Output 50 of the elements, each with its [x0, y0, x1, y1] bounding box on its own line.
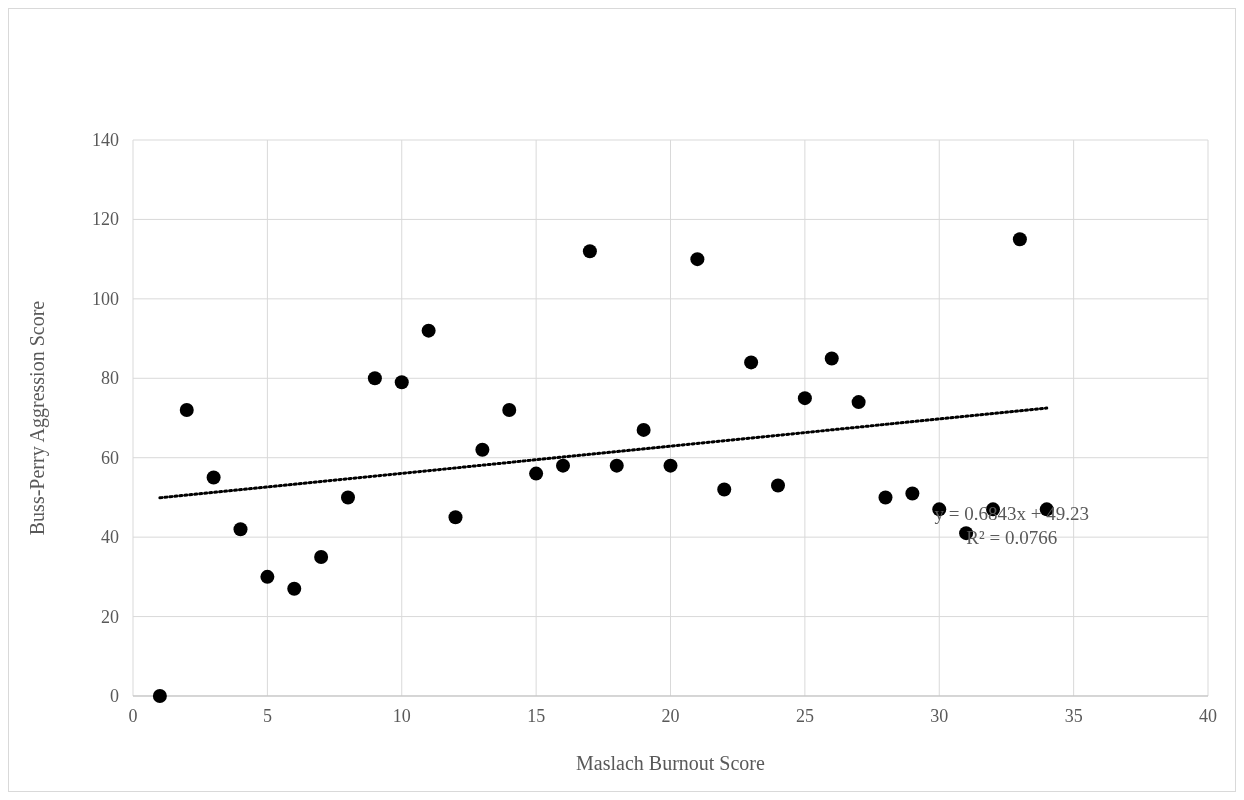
point [717, 482, 732, 497]
point [609, 458, 624, 473]
y-tick-label: 80 [101, 368, 119, 389]
y-tick-label: 120 [92, 209, 119, 230]
x-tick-label: 25 [795, 706, 814, 726]
point [824, 351, 839, 366]
y-tick-label: 40 [101, 527, 119, 548]
point [341, 490, 355, 505]
x-tick-label: 10 [392, 706, 411, 726]
x-tick-label: 20 [661, 706, 680, 726]
point [260, 569, 275, 584]
y-axis-title: Buss-Perry Aggression Score [26, 300, 49, 536]
x-tick-label: 35 [1064, 706, 1083, 726]
y-tick-label: 100 [92, 288, 119, 309]
x-tick-label: 30 [930, 706, 949, 726]
x-tick-label: 40 [1199, 706, 1217, 726]
point [314, 550, 329, 564]
point [905, 486, 920, 501]
point [421, 323, 436, 338]
point [744, 355, 759, 370]
y-tick-label: 20 [101, 606, 119, 627]
point [556, 458, 570, 473]
point [529, 466, 544, 481]
annotation: R² = 0.0766 [966, 527, 1058, 549]
y-tick-label: 140 [92, 130, 119, 150]
point [206, 470, 221, 485]
point [663, 458, 678, 473]
x-tick-label: 5 [262, 706, 272, 726]
y-tick-label: 60 [101, 447, 119, 468]
point [287, 581, 302, 596]
point [448, 510, 463, 525]
point [636, 422, 651, 437]
x-tick-label: 15 [527, 706, 546, 726]
x-axis-title: Maslach Burnout Score [576, 752, 766, 774]
point [152, 689, 167, 703]
point [851, 395, 866, 410]
point [367, 371, 382, 386]
point [771, 478, 785, 493]
point [394, 375, 409, 390]
y-tick-label: 0 [110, 686, 119, 706]
point [582, 244, 597, 259]
point [797, 391, 812, 406]
point [690, 252, 705, 267]
point [1012, 232, 1027, 247]
point [233, 522, 248, 537]
x-tick-label: 0 [128, 706, 138, 726]
point [878, 490, 893, 505]
point [179, 403, 194, 418]
point [502, 403, 517, 418]
point [475, 442, 490, 457]
